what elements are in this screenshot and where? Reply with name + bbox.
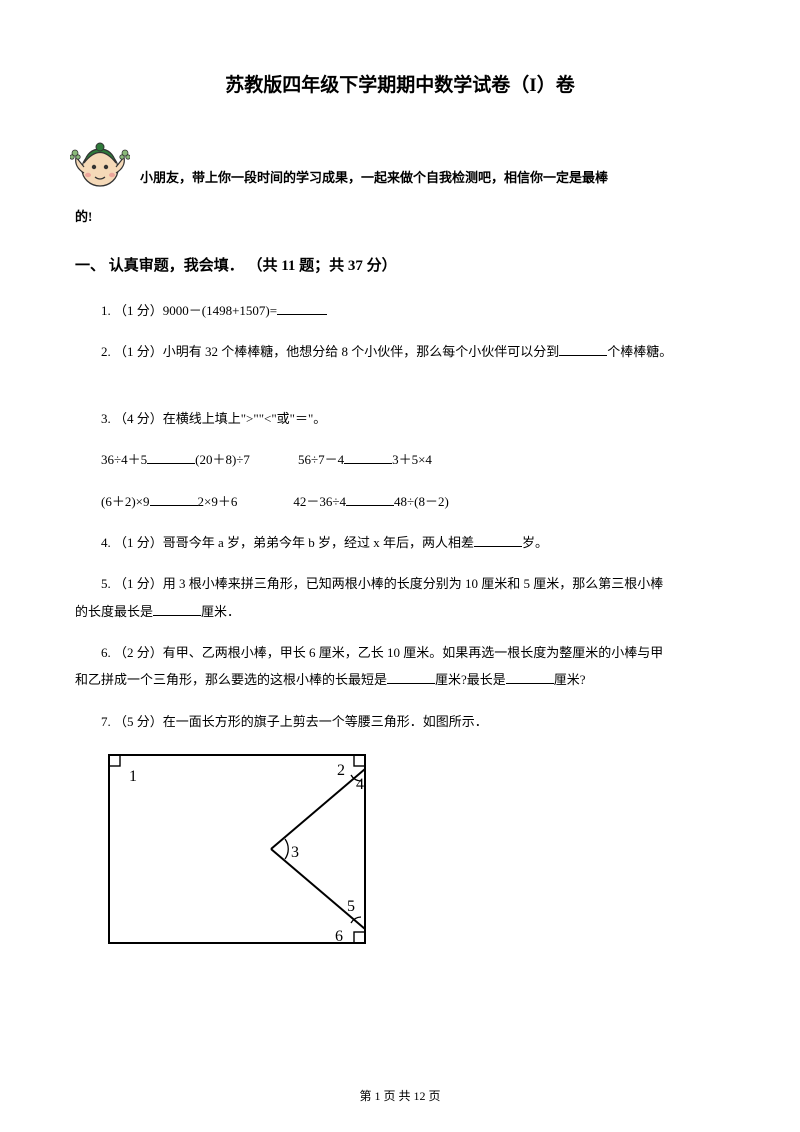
svg-text:2: 2 — [337, 762, 345, 779]
q3l1c: 56÷7－4 — [298, 452, 344, 467]
blank — [153, 602, 201, 616]
q5-text-a: 5. （1 分）用 3 根小棒来拼三角形，已知两根小棒的长度分别为 10 厘米和… — [101, 576, 663, 591]
question-5: 5. （1 分）用 3 根小棒来拼三角形，已知两根小棒的长度分别为 10 厘米和… — [75, 570, 725, 597]
svg-text:6: 6 — [335, 928, 343, 945]
q4-text-a: 4. （1 分）哥哥今年 a 岁，弟弟今年 b 岁，经过 x 年后，两人相差 — [101, 535, 474, 550]
blank — [150, 492, 198, 506]
q3l1b: (20＋8)÷7 — [195, 452, 250, 467]
q3l1d: 3＋5×4 — [392, 452, 432, 467]
intro-row: 小朋友，带上你一段时间的学习成果，一起来做个自我检测吧，相信你一定是最棒 — [75, 127, 725, 195]
question-3: 3. （4 分）在横线上填上">""<"或"＝"。 — [75, 405, 725, 432]
section-header-1: 一、 认真审题，我会填． （共 11 题；共 37 分） — [75, 254, 725, 275]
svg-text:4: 4 — [356, 776, 364, 793]
mascot-icon — [70, 127, 130, 195]
blank — [506, 670, 554, 684]
q6-text-b: 和乙拼成一个三角形，那么要选的这根小棒的长最短是 — [75, 672, 387, 687]
question-6: 6. （2 分）有甲、乙两根小棒，甲长 6 厘米，乙长 10 厘米。如果再选一根… — [75, 639, 725, 666]
svg-text:1: 1 — [129, 768, 137, 785]
q4-text-b: 岁。 — [522, 535, 548, 550]
svg-text:3: 3 — [291, 844, 299, 861]
svg-text:5: 5 — [347, 898, 355, 915]
q6-text-d: 厘米? — [554, 672, 586, 687]
question-7: 7. （5 分）在一面长方形的旗子上剪去一个等腰三角形．如图所示． — [75, 708, 725, 735]
q3l2c: 42－36÷4 — [293, 494, 346, 509]
q5-text-b: 的长度最长是 — [75, 604, 153, 619]
question-3-line2: (6＋2)×9 2×9＋6 42－36÷4 48÷(8－2) — [75, 488, 725, 515]
question-5b: 的长度最长是 厘米． — [75, 598, 725, 625]
question-3-line1: 36÷4＋5 (20＋8)÷7 56÷7－4 3＋5×4 — [75, 446, 725, 473]
blank — [344, 450, 392, 464]
blank — [346, 492, 394, 506]
blank — [559, 342, 607, 356]
page-title: 苏教版四年级下学期期中数学试卷（I）卷 — [75, 70, 725, 97]
blank — [277, 301, 327, 315]
q3l2a: (6＋2)×9 — [101, 494, 150, 509]
question-1: 1. （1 分）9000－(1498+1507)= — [75, 297, 725, 324]
q6-text-c: 厘米?最长是 — [435, 672, 506, 687]
q3l2d: 48÷(8－2) — [394, 494, 449, 509]
question-6b: 和乙拼成一个三角形，那么要选的这根小棒的长最短是 厘米?最长是 厘米? — [75, 666, 725, 693]
q6-text-a: 6. （2 分）有甲、乙两根小棒，甲长 6 厘米，乙长 10 厘米。如果再选一根… — [101, 645, 663, 660]
blank — [147, 450, 195, 464]
blank — [387, 670, 435, 684]
page-footer: 第 1 页 共 12 页 — [0, 1087, 800, 1104]
question-2: 2. （1 分）小明有 32 个棒棒糖，他想分给 8 个小伙伴，那么每个小伙伴可… — [75, 338, 725, 365]
q2-text-b: 个棒棒糖。 — [607, 344, 672, 359]
q3l2b: 2×9＋6 — [198, 494, 238, 509]
q2-text-a: 2. （1 分）小明有 32 个棒棒糖，他想分给 8 个小伙伴，那么每个小伙伴可… — [101, 344, 559, 359]
question-4: 4. （1 分）哥哥今年 a 岁，弟弟今年 b 岁，经过 x 年后，两人相差 岁。 — [75, 529, 725, 556]
q5-text-c: 厘米． — [201, 604, 240, 619]
triangle-diagram: 1 24 3 56 — [103, 749, 725, 954]
q3l1a: 36÷4＋5 — [101, 452, 147, 467]
intro-text-line2: 的! — [75, 203, 725, 232]
intro-text-line1: 小朋友，带上你一段时间的学习成果，一起来做个自我检测吧，相信你一定是最棒 — [140, 164, 608, 195]
blank — [474, 533, 522, 547]
q1-text: 1. （1 分）9000－(1498+1507)= — [101, 303, 277, 318]
